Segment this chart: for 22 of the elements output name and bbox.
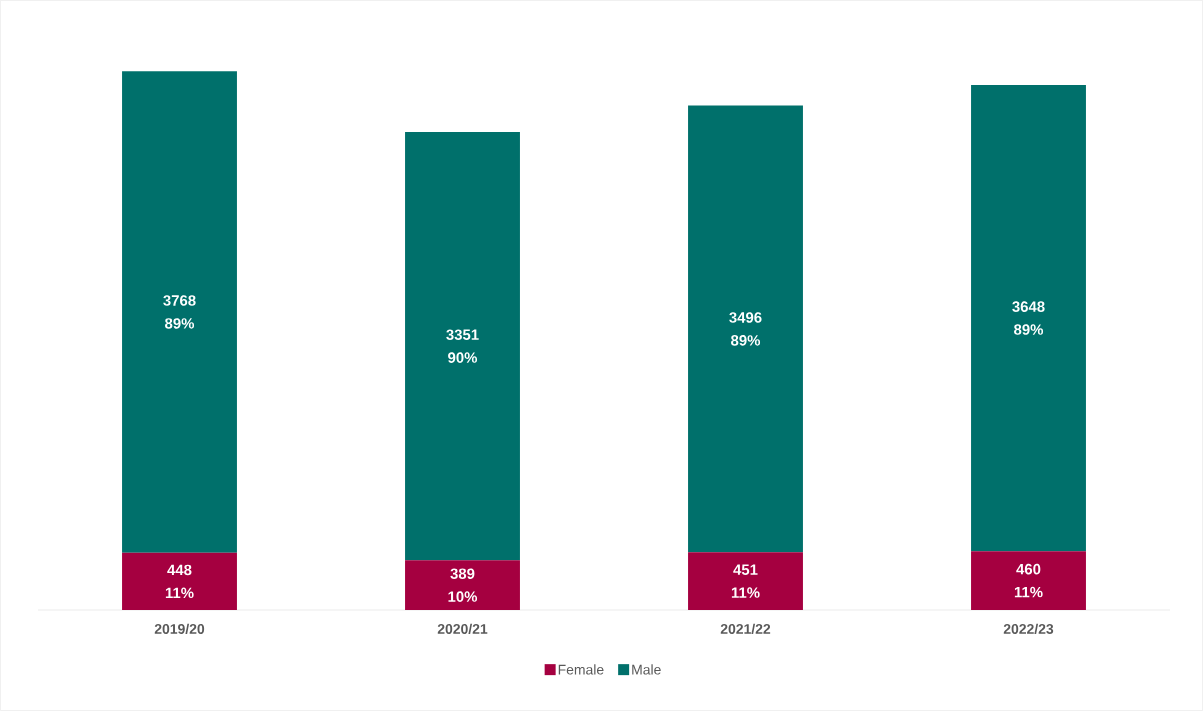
x-tick-label: 2022/23 — [1003, 623, 1054, 635]
data-label: 451 11% — [731, 564, 760, 598]
data-label: 460 11% — [1014, 563, 1043, 598]
x-tick-label: 2019/20 — [154, 623, 205, 635]
bar — [122, 552, 237, 610]
bar — [405, 560, 520, 610]
x-tick-label: 2020/21 — [437, 623, 488, 635]
bar — [971, 551, 1086, 610]
data-label: 3768 89% — [163, 295, 196, 329]
legend-label: Male — [632, 664, 661, 675]
bar — [971, 84, 1086, 552]
bar — [122, 71, 237, 553]
data-label: 3496 89% — [729, 312, 762, 346]
data-label: 3351 90% — [446, 329, 479, 363]
data-label: 389 10% — [448, 568, 478, 602]
x-tick-label: 2021/22 — [720, 623, 771, 635]
bar — [688, 105, 803, 553]
bar — [405, 132, 520, 561]
legend-label: Female — [558, 664, 604, 675]
data-label: 448 11% — [165, 564, 194, 599]
data-label: 3648 89% — [1012, 301, 1045, 335]
bar — [688, 552, 803, 610]
